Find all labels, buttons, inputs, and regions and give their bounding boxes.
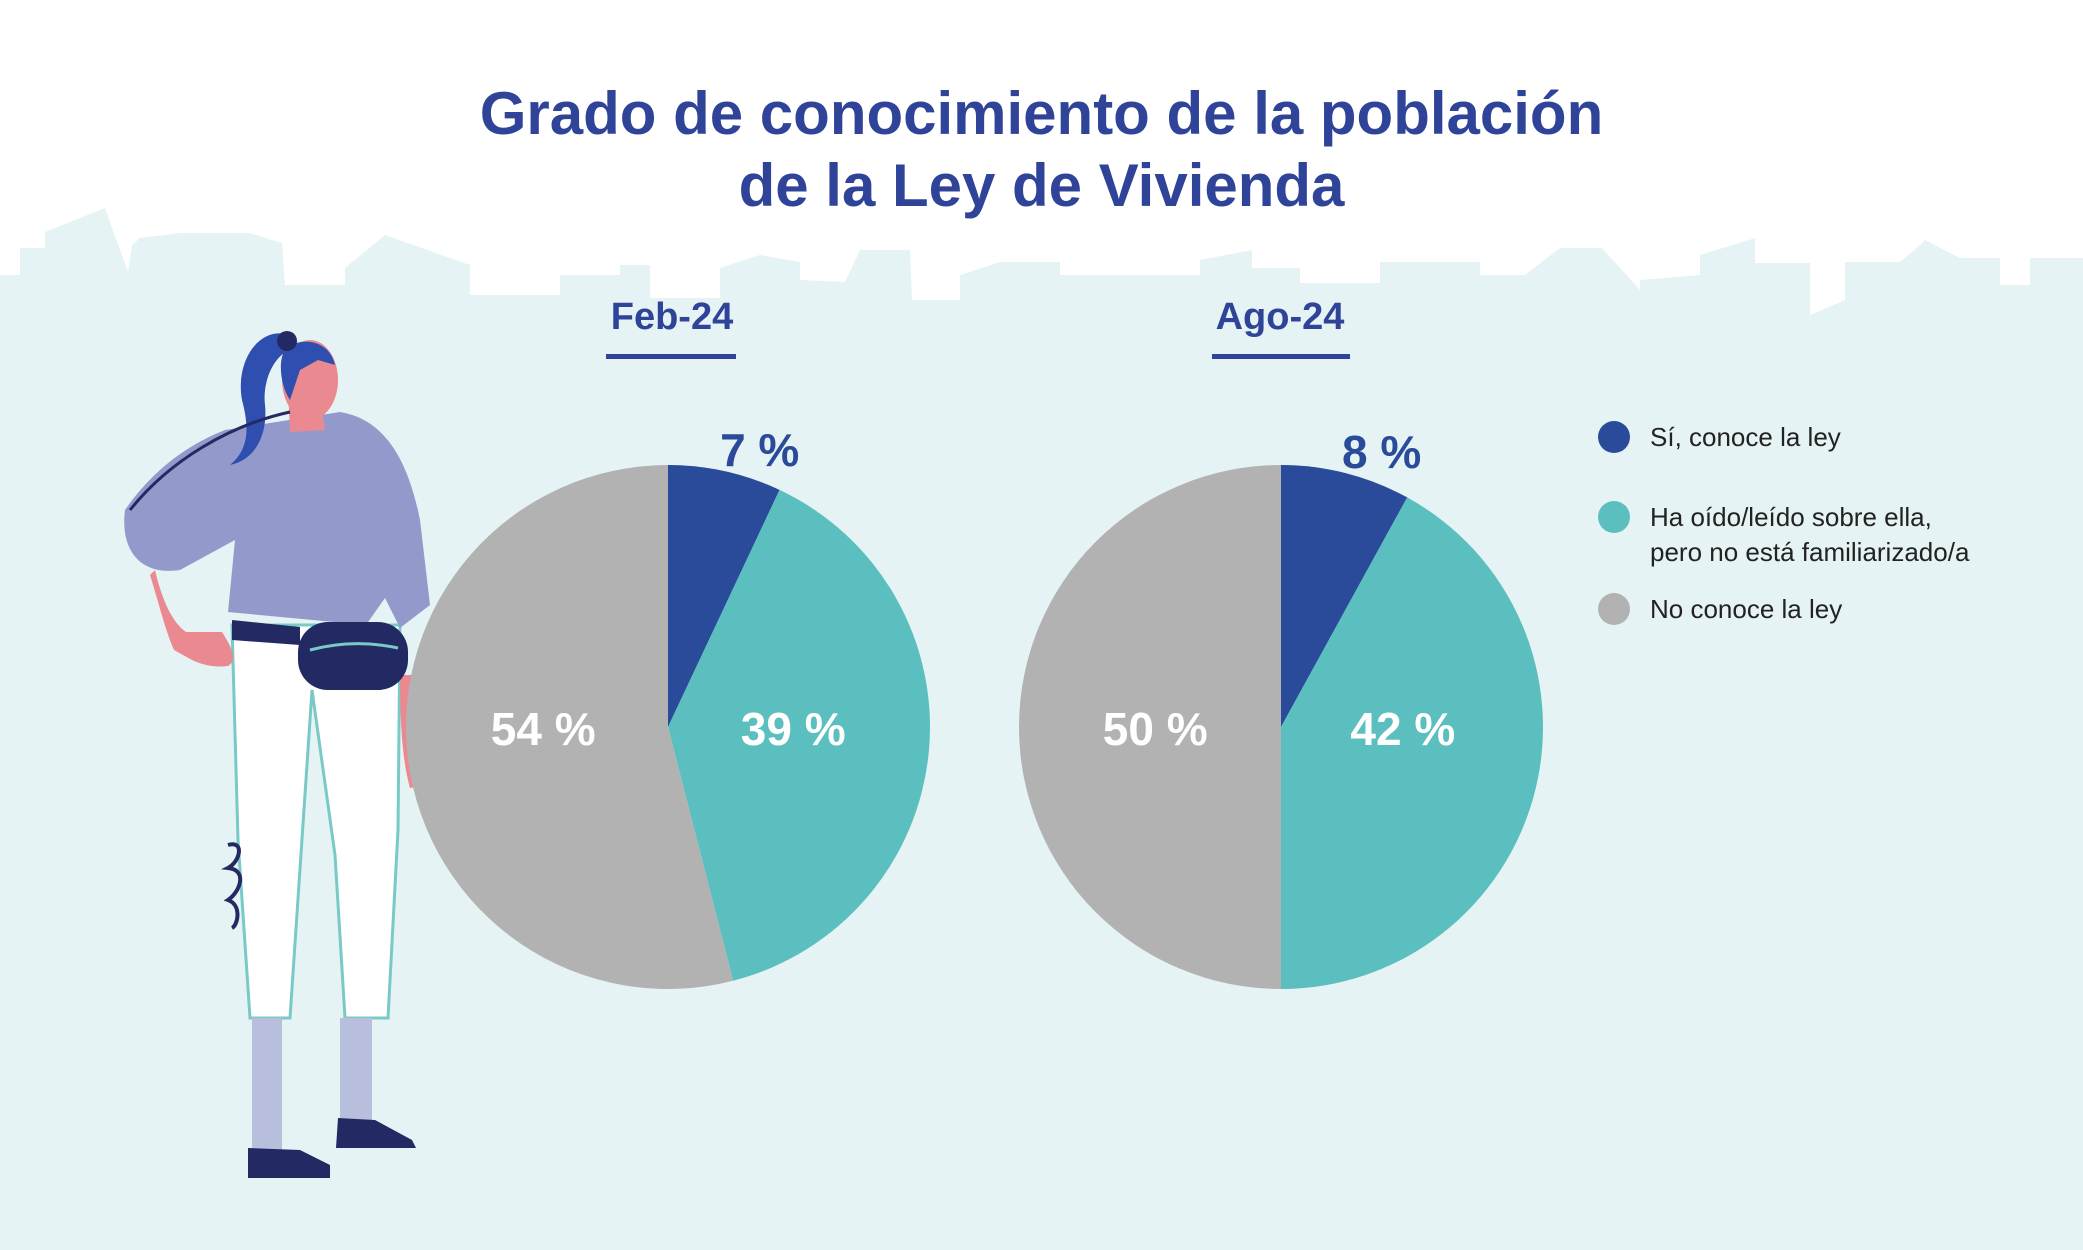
- legend-label-oido-line-1: Ha oído/leído sobre ella,: [1650, 502, 1932, 532]
- chart-2-title: Ago-24: [1215, 296, 1345, 338]
- woman-pants: [230, 623, 402, 1020]
- woman-sweater: [124, 412, 430, 628]
- chart-1-title-underline: [606, 354, 736, 359]
- woman-illustration: [124, 331, 430, 1178]
- legend-label-oido: Ha oído/leído sobre ella, pero no está f…: [1650, 500, 2083, 570]
- woman-left-sock: [252, 1018, 282, 1150]
- woman-hair: [280, 341, 335, 400]
- woman-right-shoe: [336, 1118, 416, 1148]
- pie-feb-slice-si: [668, 465, 780, 727]
- woman-left-arm: [150, 570, 234, 667]
- chart-1-title: Feb-24: [610, 296, 734, 338]
- woman-bag-strap: [128, 410, 291, 511]
- woman-fanny-pack: [298, 622, 408, 690]
- pie-ago-slice-si: [1281, 465, 1408, 727]
- pie-ago-label-si: 8 %: [1342, 426, 1421, 478]
- legend-swatch-oido: [1598, 501, 1630, 533]
- pie-ago-slice-oido: [1281, 497, 1543, 989]
- pie-feb-slice-oido: [668, 489, 930, 981]
- pie-ago-slice-no: [1019, 465, 1281, 989]
- page-title: Grado de conocimiento de la población de…: [0, 78, 2083, 222]
- woman-ponytail: [230, 333, 290, 465]
- title-line-2: de la Ley de Vivienda: [738, 152, 1345, 219]
- woman-hair-bun: [277, 331, 297, 351]
- chart-2-title-underline: [1212, 354, 1350, 359]
- pie-feb-label-si: 7 %: [720, 424, 799, 476]
- legend-label-si-line-1: Sí, conoce la ley: [1650, 422, 1841, 452]
- woman-belt: [232, 620, 300, 645]
- pie-feb-label-oido: 39 %: [741, 703, 846, 755]
- legend-label-oido-line-2: pero no está familiarizado/a: [1650, 537, 1970, 567]
- legend-label-no: No conoce la ley: [1650, 592, 2083, 627]
- pie-feb-label-no: 54 %: [491, 703, 596, 755]
- woman-leg-tattoo: [220, 842, 242, 930]
- woman-left-shoe: [248, 1148, 330, 1178]
- legend-label-si: Sí, conoce la ley: [1650, 420, 2083, 455]
- pie-ago-label-no: 50 %: [1103, 703, 1208, 755]
- legend-swatch-si: [1598, 421, 1630, 453]
- title-line-1: Grado de conocimiento de la población: [479, 80, 1604, 147]
- woman-fanny-pack-zip: [309, 642, 399, 652]
- legend-label-no-line-1: No conoce la ley: [1650, 594, 1843, 624]
- woman-right-sock: [340, 1018, 372, 1120]
- pie-ago-label-oido: 42 %: [1350, 703, 1455, 755]
- pie-feb-slice-no: [406, 465, 734, 989]
- legend-swatch-no: [1598, 593, 1630, 625]
